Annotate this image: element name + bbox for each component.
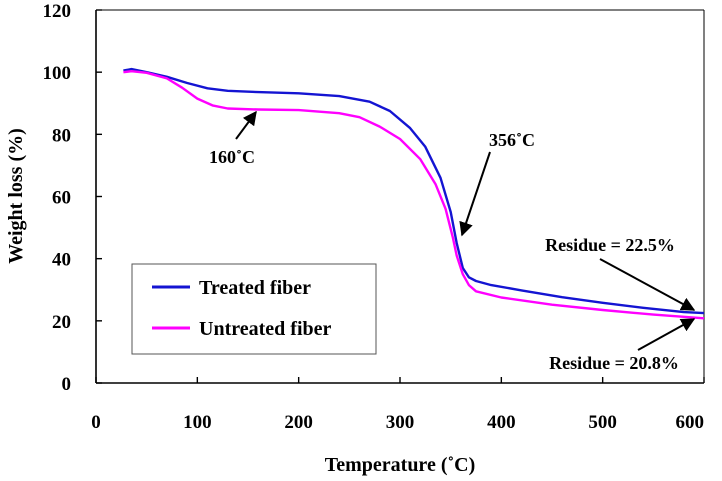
legend-label-treated: Treated fiber [199,277,311,299]
y-tick-label: 80 [52,125,71,146]
annotation-356c: 356˚C [489,130,535,150]
annotation-residue-untreated: Residue = 20.8% [549,353,679,373]
legend-box [131,263,377,355]
series-line-treated-fiber [123,67,705,315]
annotation-160c: 160˚C [209,147,255,167]
x-axis-title: Temperature (˚C) [325,454,476,476]
legend-label-untreated: Untreated fiber [199,318,331,340]
annotation-arrow-356 [459,151,491,237]
x-tick-label: 200 [284,412,313,433]
x-tick-label: 300 [386,412,415,433]
y-tick-label: 20 [52,312,71,333]
x-tick-label: 400 [487,412,516,433]
y-tick-group: 0 20 40 60 80 100 120 [43,1,102,395]
x-tick-group: 0 100 200 300 400 500 600 [91,377,705,433]
annotation-arrow-160 [235,110,257,140]
y-tick-label: 100 [43,63,72,84]
x-tick-label: 0 [91,412,101,433]
y-tick-label: 120 [43,1,72,22]
y-tick-label: 0 [62,374,72,395]
y-axis-title: Weight loss (%) [5,128,27,264]
series-layer [123,67,705,320]
x-tick-label: 600 [676,412,705,433]
x-tick-label: 500 [588,412,617,433]
y-tick-label: 60 [52,188,71,209]
x-tick-label: 100 [183,412,212,433]
annotation-arrow-residue-treated [599,258,696,311]
series-line-untreated-fiber [123,69,705,320]
annotation-residue-treated: Residue = 22.5% [545,235,675,255]
legend: Treated fiber Untreated fiber [131,263,377,355]
y-tick-label: 40 [52,250,71,271]
annotation-arrow-residue-untreated [637,318,696,351]
